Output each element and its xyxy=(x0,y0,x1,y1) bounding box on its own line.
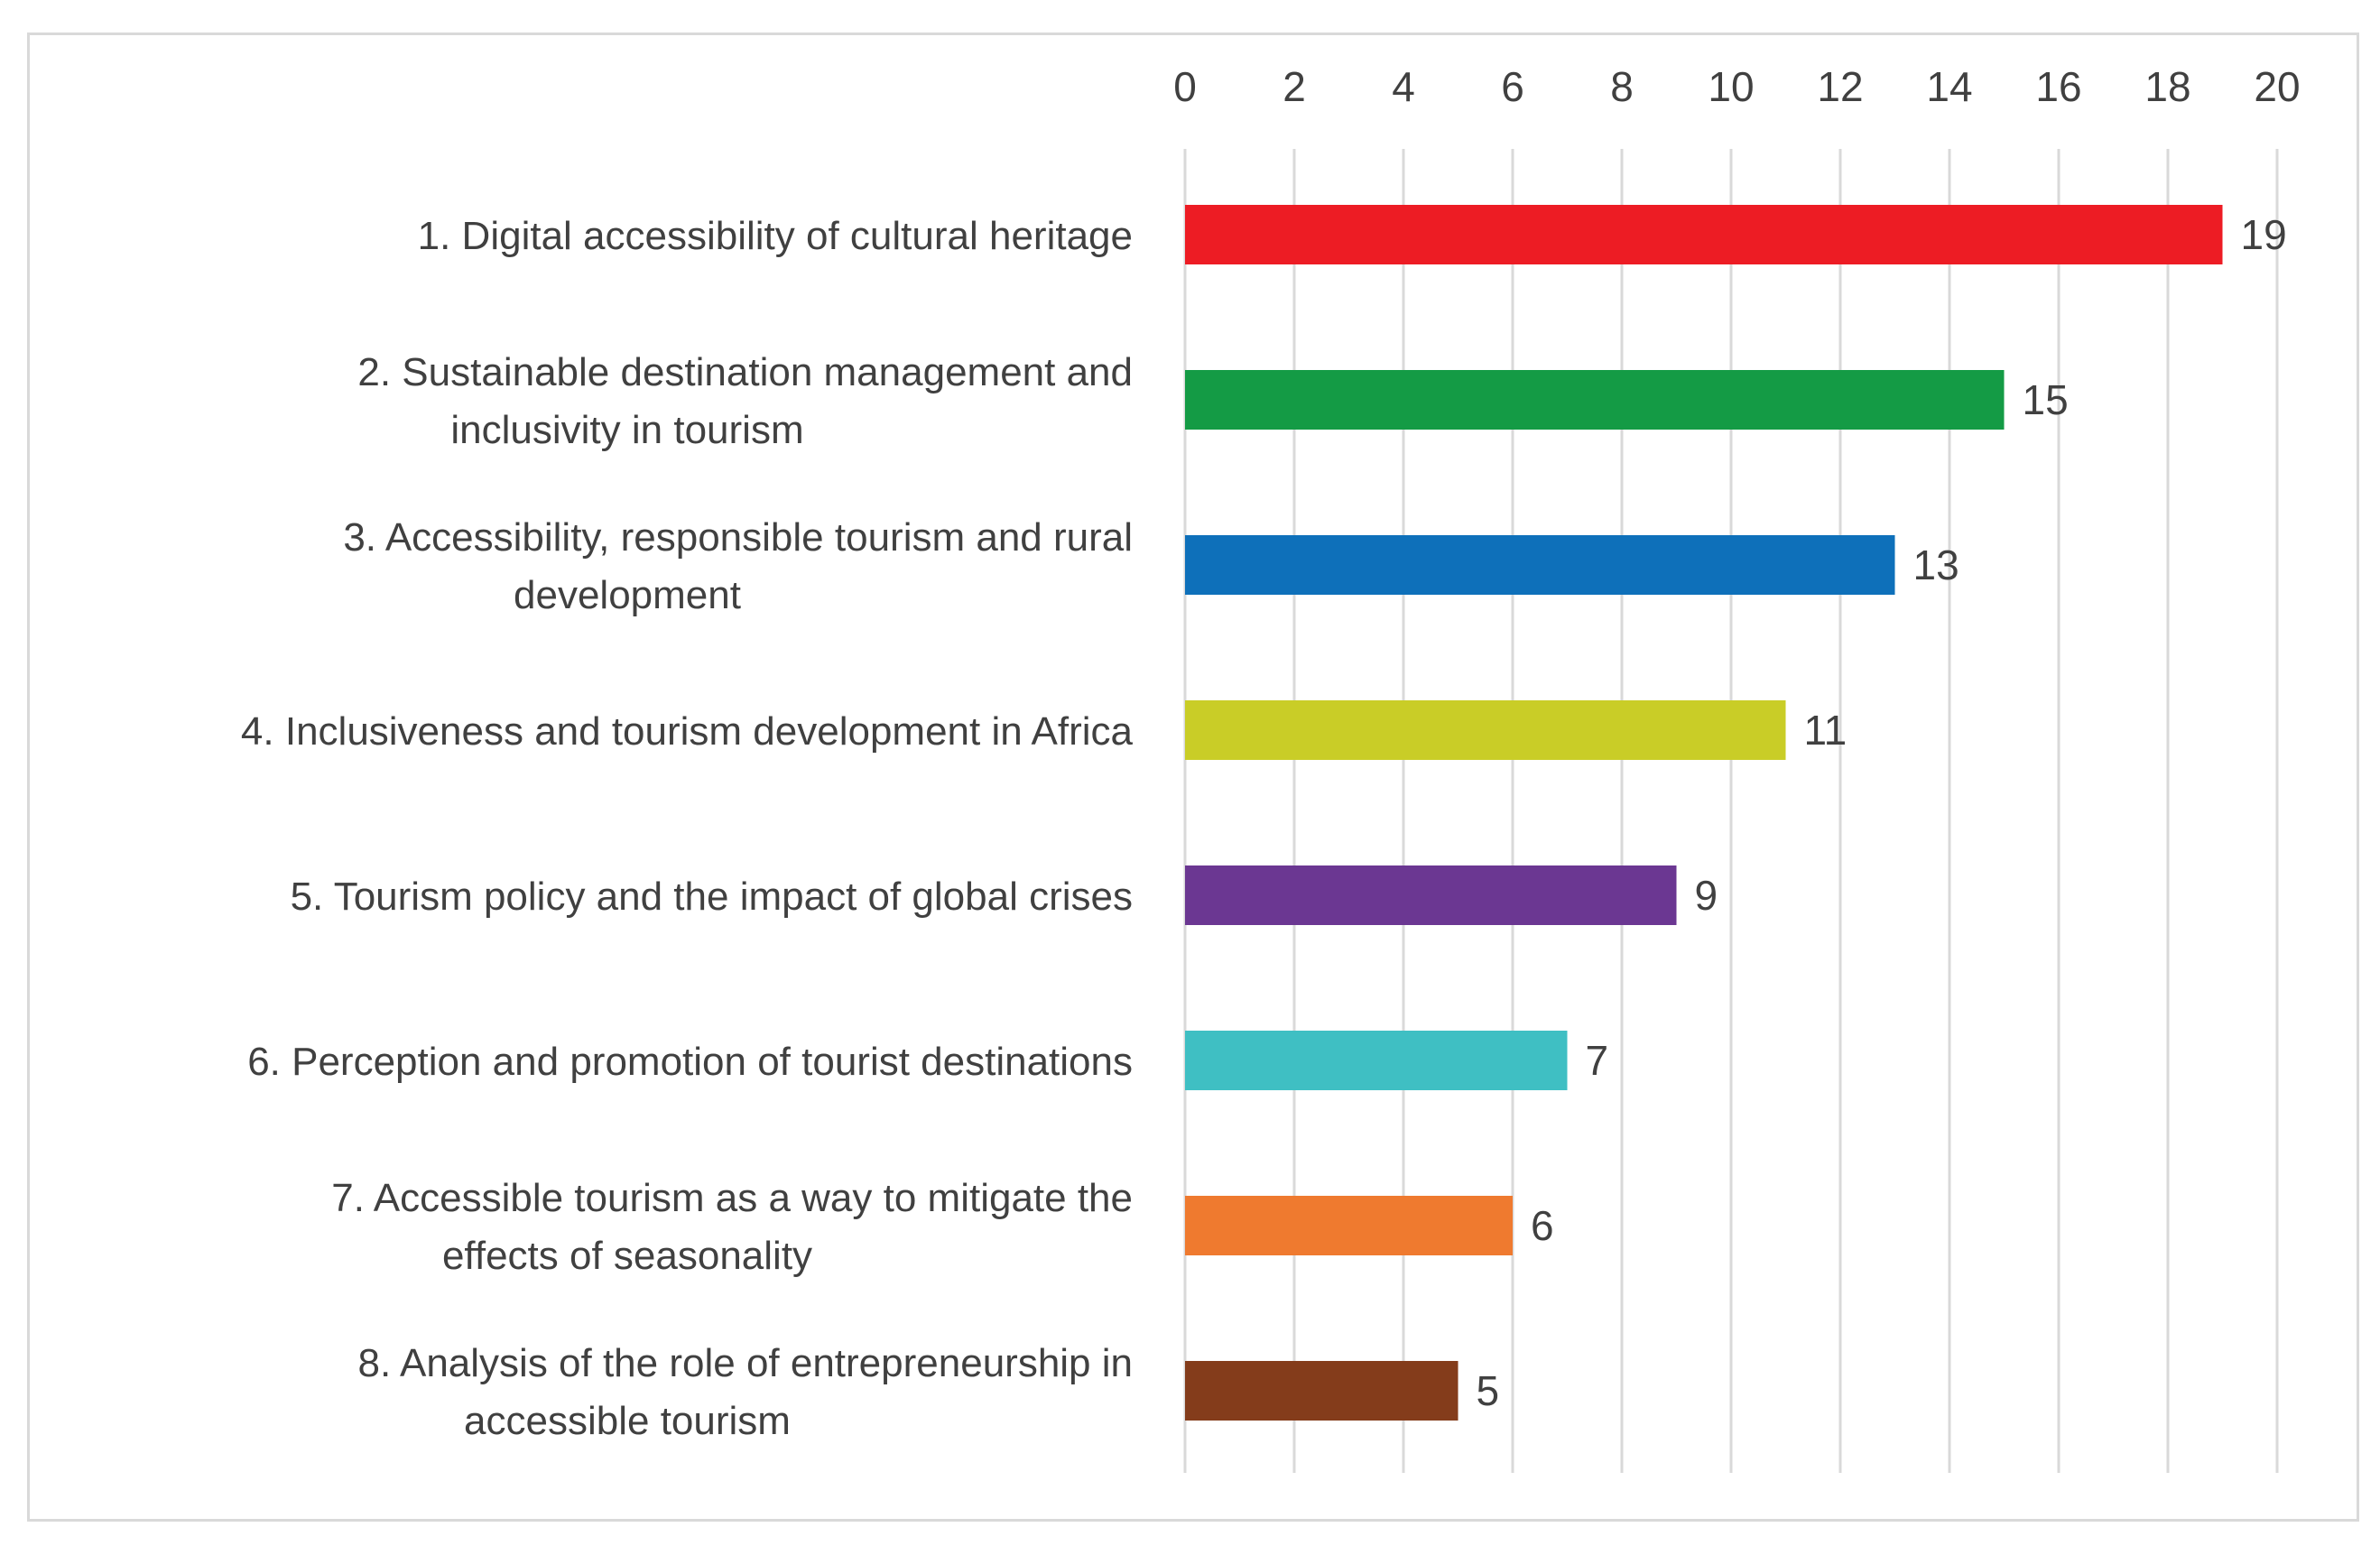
category-label: 2. Sustainable destination management an… xyxy=(357,350,1133,394)
category-label: 7. Accessible tourism as a way to mitiga… xyxy=(331,1176,1133,1220)
bar xyxy=(1185,1361,1459,1421)
category-label: inclusivity in tourism xyxy=(450,408,803,452)
data-label: 5 xyxy=(1477,1367,1500,1414)
bar xyxy=(1185,535,1895,595)
data-label: 7 xyxy=(1586,1037,1609,1084)
x-tick-label: 6 xyxy=(1501,63,1524,110)
x-tick-label: 14 xyxy=(1926,63,1972,110)
data-label: 9 xyxy=(1695,872,1718,919)
category-label: 5. Tourism policy and the impact of glob… xyxy=(291,875,1133,919)
category-label: 4. Inclusiveness and tourism development… xyxy=(241,709,1134,754)
data-label: 13 xyxy=(1913,541,1959,588)
x-tick-label: 16 xyxy=(2035,63,2081,110)
data-label: 19 xyxy=(2241,211,2287,258)
data-label: 6 xyxy=(1531,1202,1554,1249)
bar xyxy=(1185,1196,1513,1255)
bar xyxy=(1185,865,1677,925)
category-label: effects of seasonality xyxy=(442,1234,812,1278)
x-tick-label: 12 xyxy=(1817,63,1863,110)
category-label: accessible tourism xyxy=(464,1399,791,1443)
data-label: 11 xyxy=(1804,707,1848,754)
bar xyxy=(1185,1031,1568,1090)
x-tick-label: 2 xyxy=(1283,63,1306,110)
category-label: 1. Digital accessibility of cultural her… xyxy=(418,214,1133,258)
category-label: 3. Accessibility, responsible tourism an… xyxy=(343,515,1133,560)
x-tick-label: 4 xyxy=(1392,63,1415,110)
data-label: 15 xyxy=(2023,376,2069,423)
category-label: 6. Perception and promotion of tourist d… xyxy=(247,1040,1133,1084)
bar xyxy=(1185,205,2223,264)
bar xyxy=(1185,370,2005,430)
x-tick-label: 10 xyxy=(1708,63,1754,110)
bar xyxy=(1185,700,1786,760)
x-tick-label: 8 xyxy=(1610,63,1634,110)
category-label: development xyxy=(514,573,741,617)
x-tick-label: 20 xyxy=(2254,63,2300,110)
x-tick-label: 0 xyxy=(1173,63,1197,110)
category-label: 8. Analysis of the role of entrepreneurs… xyxy=(357,1341,1133,1385)
x-tick-label: 18 xyxy=(2144,63,2190,110)
chart-frame xyxy=(27,32,2359,1522)
